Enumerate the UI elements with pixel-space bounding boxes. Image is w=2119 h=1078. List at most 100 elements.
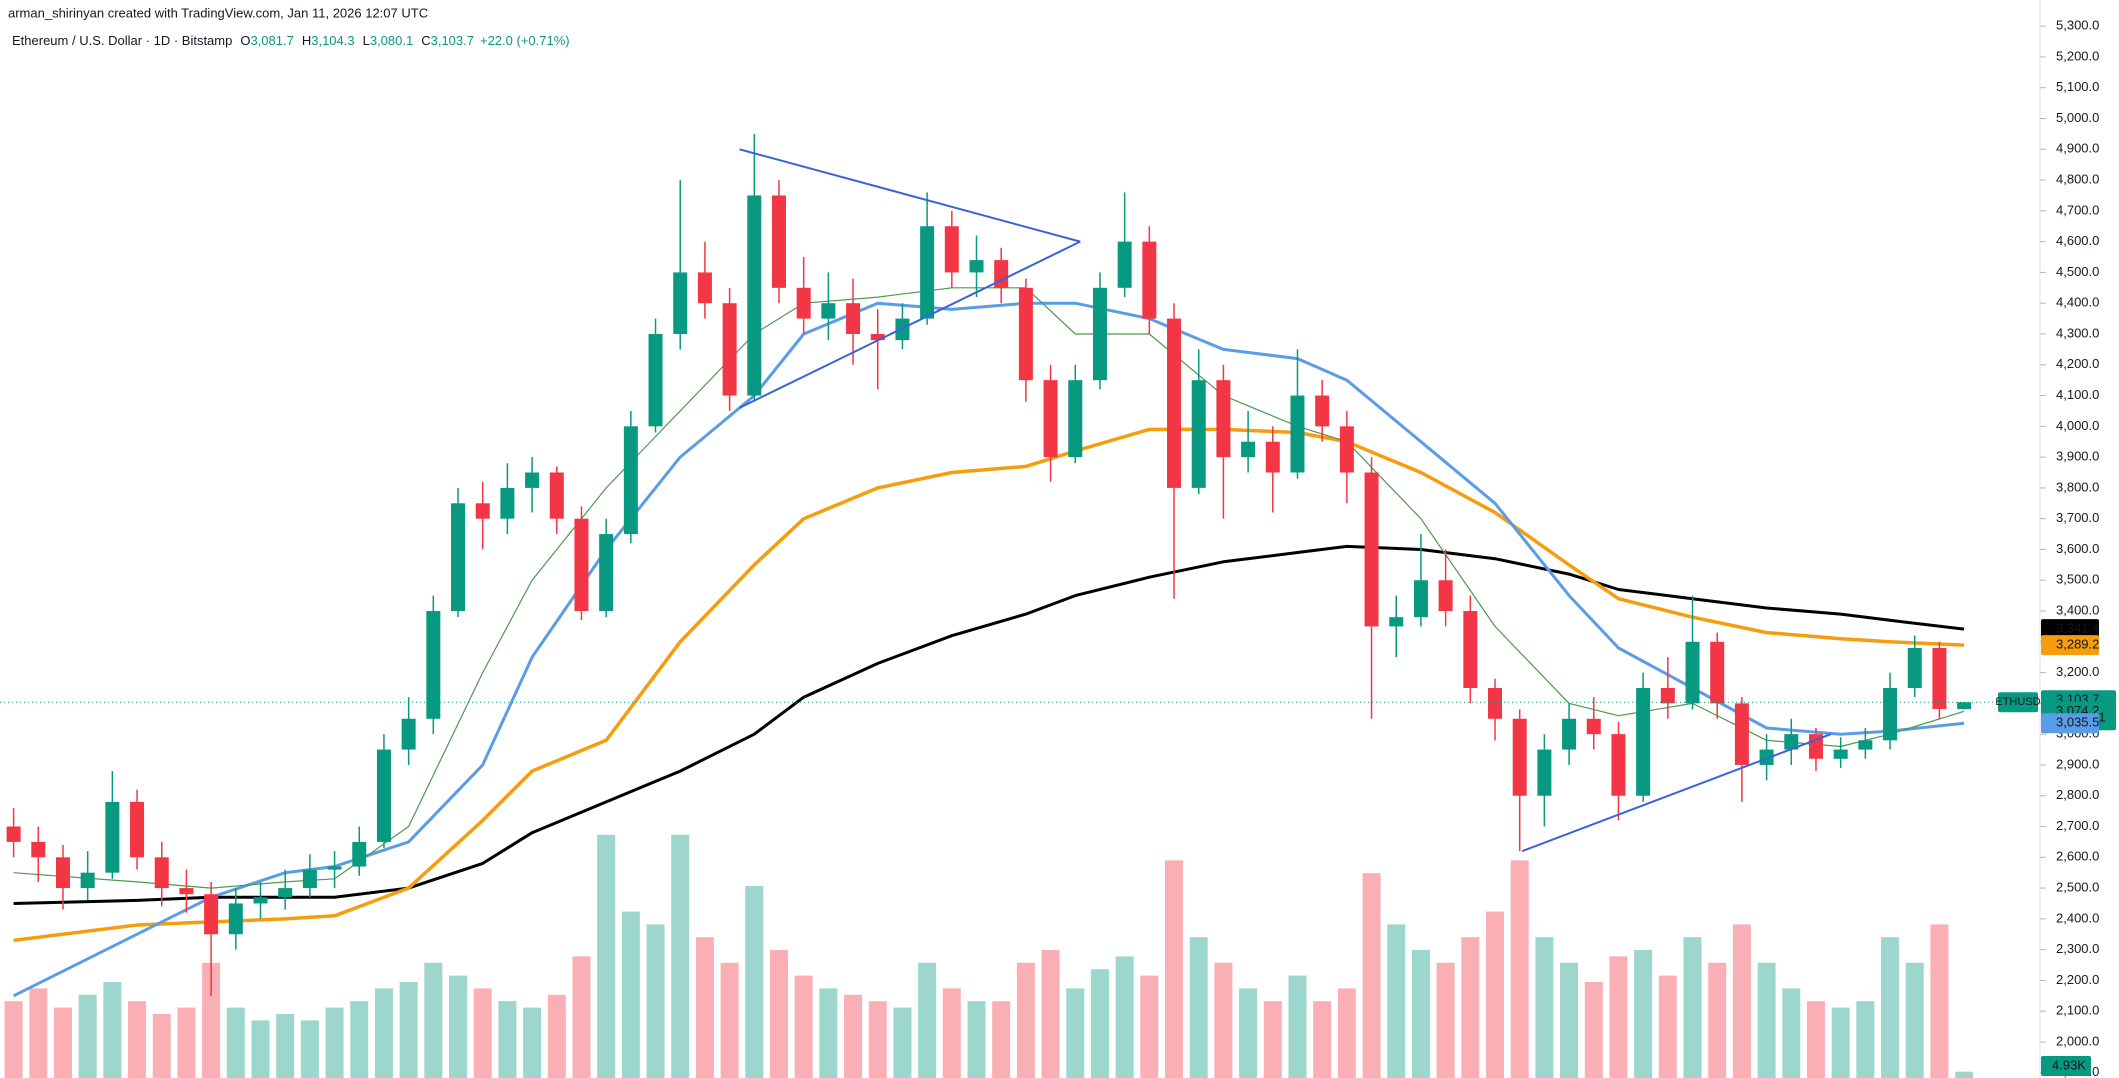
y-tick-label: 4,900.0 <box>2056 141 2099 156</box>
volume-bar <box>1658 975 1677 1078</box>
volume-bar <box>1016 962 1035 1078</box>
y-tick-label: 2,500.0 <box>2056 880 2099 895</box>
candle-body <box>1957 702 1972 710</box>
volume-bar <box>1609 956 1628 1078</box>
volume-bar <box>1115 956 1134 1078</box>
volume-bar <box>103 982 122 1078</box>
volume-bar <box>1411 950 1430 1078</box>
y-tick-label: 2,800.0 <box>2056 787 2099 802</box>
volume-bar <box>597 834 616 1078</box>
ohlc-value: 3,081.7 <box>250 33 293 48</box>
candle-body <box>1413 580 1428 618</box>
trendline <box>739 148 1081 243</box>
plot: 1,900.02,000.02,100.02,200.02,300.02,400… <box>0 18 2116 1078</box>
candle-body <box>204 894 219 935</box>
candle-body <box>1092 287 1107 381</box>
volume-bar <box>868 1001 887 1078</box>
volume-bar <box>646 924 665 1078</box>
volume-bar <box>1486 911 1504 1078</box>
moving-average <box>13 427 1965 943</box>
y-tick-label: 3,400.0 <box>2056 602 2099 617</box>
y-tick-label: 4,600.0 <box>2056 233 2099 248</box>
candle-body <box>1883 687 1898 741</box>
y-tick-label: 4,800.0 <box>2056 172 2099 187</box>
candle-body <box>1315 395 1330 427</box>
volume-bar <box>177 1007 196 1078</box>
volume-bar <box>1683 937 1702 1078</box>
candle-body <box>549 472 564 519</box>
volume-bar <box>1955 1071 1974 1078</box>
candle-body <box>1858 740 1873 750</box>
candle-body <box>1389 617 1404 627</box>
candle-body <box>1660 687 1675 704</box>
candle-body <box>376 749 391 842</box>
y-tick-label: 5,200.0 <box>2056 48 2099 63</box>
candle-body <box>846 303 861 334</box>
ma-price-tag <box>2041 619 2099 640</box>
legend-text: Ethereum / U.S. Dollar · 1D · Bitstamp O3… <box>12 33 570 48</box>
candle-body <box>475 503 490 519</box>
volume-bar <box>1634 950 1653 1078</box>
volume-label: 4.93K <box>2052 1057 2086 1072</box>
volume-bar <box>4 1001 23 1078</box>
candle-body <box>451 503 466 612</box>
volume-bar <box>1782 988 1801 1078</box>
y-tick-label: 2,900.0 <box>2056 756 2099 771</box>
volume-bar <box>226 1007 245 1078</box>
y-tick-label: 2,300.0 <box>2056 941 2099 956</box>
volume-bar <box>1313 1001 1332 1078</box>
candle-body <box>1932 647 1947 710</box>
volume-bar <box>1535 937 1554 1078</box>
volume-bar <box>1708 962 1727 1078</box>
y-tick-label: 4,100.0 <box>2056 387 2099 402</box>
volume-bar <box>29 988 48 1078</box>
y-tick-label: 3,500.0 <box>2056 572 2099 587</box>
volume-bar <box>844 994 863 1078</box>
volume-bar <box>720 962 739 1078</box>
volume-bar <box>449 975 468 1078</box>
volume-bar <box>967 1001 986 1078</box>
candle-body <box>154 857 169 889</box>
ohlc-value: 3,080.1 <box>370 33 413 48</box>
volume-bar <box>1165 860 1184 1078</box>
ohlc-key: H <box>302 33 311 48</box>
candle-body <box>771 195 786 288</box>
volume-bar <box>819 988 838 1078</box>
volume-bar <box>399 982 418 1078</box>
candle-body <box>228 903 243 935</box>
volume-bar <box>547 994 566 1078</box>
y-tick-label: 3,200.0 <box>2056 664 2099 679</box>
volume-bar <box>424 962 443 1078</box>
volume-bar <box>300 1020 319 1078</box>
candle-body <box>648 333 663 427</box>
candle-body <box>1191 380 1206 488</box>
y-tick-label: 5,000.0 <box>2056 110 2099 125</box>
ma-price-label: 3,035.5 <box>2056 715 2099 730</box>
volume-bar <box>918 962 937 1078</box>
volume-bar <box>1288 975 1307 1078</box>
candle-body <box>870 333 885 341</box>
candle-body <box>55 857 70 889</box>
volume-bar <box>1757 962 1776 1078</box>
ohlc-key: O <box>240 33 250 48</box>
volume-bar <box>1806 1001 1825 1078</box>
legend: Ethereum / U.S. Dollar · 1D · Bitstamp O3… <box>12 33 570 48</box>
candle-body <box>1265 441 1280 473</box>
candle-body <box>130 801 145 858</box>
candle-body <box>1290 395 1305 473</box>
candle-body <box>1537 749 1552 796</box>
candle-body <box>525 472 540 488</box>
volume-bar <box>53 1007 72 1078</box>
candle-body <box>920 226 935 319</box>
volume-bar <box>1214 962 1233 1078</box>
y-tick-label: 3,900.0 <box>2056 449 2099 464</box>
y-tick-label: 5,100.0 <box>2056 79 2099 94</box>
volume-bar <box>794 975 813 1078</box>
y-tick-label: 2,200.0 <box>2056 972 2099 987</box>
candle-body <box>1586 718 1601 735</box>
volume-bar <box>769 950 788 1078</box>
volume-bar <box>374 988 393 1078</box>
trendline <box>1521 733 1832 853</box>
y-tick-label: 2,000.0 <box>2056 1033 2099 1048</box>
y-tick-label: 4,500.0 <box>2056 264 2099 279</box>
